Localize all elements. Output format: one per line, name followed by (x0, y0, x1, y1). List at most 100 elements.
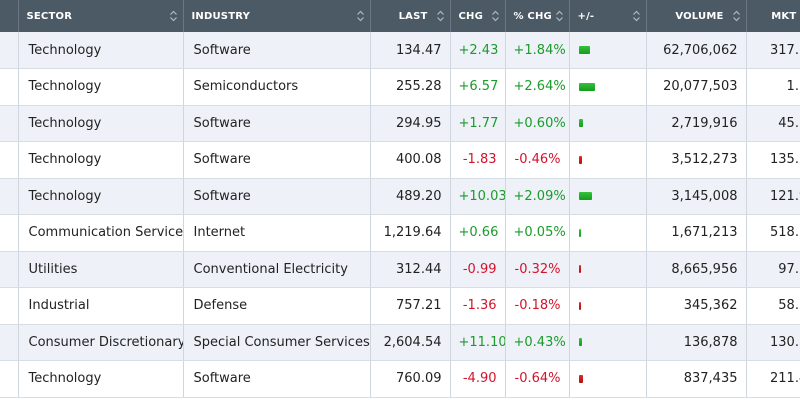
market-cap-cell: 1.19 (746, 68, 800, 106)
change-bar-cell (569, 360, 647, 398)
market-cap-cell: 317.30 (746, 32, 800, 69)
table-row[interactable]: Technology Software 294.95 +1.77 +0.60% 2,719… (0, 105, 800, 142)
last-price-cell: 489.20 (370, 178, 451, 215)
header-change-bar[interactable]: +/- (569, 0, 647, 32)
last-price-cell: 134.47 (370, 32, 451, 69)
change-bar (578, 155, 582, 164)
percent-change-cell: +0.43% (505, 324, 570, 361)
market-cap-cell: 135.28 (746, 141, 800, 179)
percent-change-cell: +2.09% (505, 178, 570, 215)
change-bar (578, 228, 581, 237)
table-row[interactable]: Technology Software 489.20 +10.03 +2.09% 3,14… (0, 178, 800, 215)
row-lead-cell (0, 360, 19, 398)
change-bar-cell (569, 32, 647, 69)
market-cap-cell: 45.70 (746, 105, 800, 142)
table-header-row: SECTOR INDUSTRY LAST CHG % CHG +/- (0, 0, 800, 32)
sort-icon[interactable] (436, 10, 444, 22)
sort-icon[interactable] (555, 10, 563, 22)
percent-change-cell: +0.05% (505, 214, 570, 252)
header-volume[interactable]: VOLUME (646, 0, 747, 32)
header-last[interactable]: LAST (370, 0, 451, 32)
row-lead-cell (0, 324, 19, 361)
change-bar-cell (569, 105, 647, 142)
last-price-cell: 294.95 (370, 105, 451, 142)
row-lead-cell (0, 32, 19, 69)
change-cell: +6.57 (450, 68, 506, 106)
change-cell: +1.77 (450, 105, 506, 142)
change-bar-cell (569, 214, 647, 252)
change-bar (578, 46, 590, 54)
change-bar (578, 192, 592, 201)
industry-cell: Software (183, 105, 371, 142)
header-mktcap[interactable]: MKT CA (746, 0, 800, 32)
change-bar (578, 338, 582, 347)
header-pchg[interactable]: % CHG (505, 0, 570, 32)
percent-change-cell: +2.64% (505, 68, 570, 106)
change-bar-cell (569, 68, 647, 106)
percent-change-cell: -0.46% (505, 141, 570, 179)
volume-cell: 2,719,916 (646, 105, 747, 142)
change-bar (578, 374, 583, 383)
volume-cell: 3,512,273 (646, 141, 747, 179)
change-cell: +11.10 (450, 324, 506, 361)
sector-cell: Communication Services (18, 214, 184, 252)
table-row[interactable]: Technology Software 134.47 +2.43 +1.84% 62,70… (0, 32, 800, 69)
sector-cell: Industrial (18, 287, 184, 325)
market-cap-cell: 121.92 (746, 178, 800, 215)
change-bar-cell (569, 178, 647, 215)
change-cell: +10.03 (450, 178, 506, 215)
change-bar (578, 82, 595, 91)
header-chg-label: CHG (458, 10, 484, 22)
last-price-cell: 757.21 (370, 287, 451, 325)
change-bar-cell (569, 141, 647, 179)
table-row[interactable]: Communication Services Internet 1,219.64 +0… (0, 214, 800, 252)
sector-cell: Technology (18, 178, 184, 215)
industry-cell: Software (183, 178, 371, 215)
change-bar (578, 301, 581, 310)
percent-change-cell: -0.32% (505, 251, 570, 288)
row-lead-cell (0, 214, 19, 252)
table-row[interactable]: Utilities Conventional Electricity 312.44-… (0, 251, 800, 288)
header-sector[interactable]: SECTOR (18, 0, 184, 32)
table-row[interactable]: Technology Software 760.09 -4.90 -0.64% 837,4… (0, 360, 800, 398)
volume-cell: 62,706,062 (646, 32, 747, 69)
volume-cell: 345,362 (646, 287, 747, 325)
sort-icon[interactable] (169, 10, 177, 22)
header-pchg-label: % CHG (513, 10, 552, 22)
last-price-cell: 400.08 (370, 141, 451, 179)
market-cap-cell: 58.28 (746, 287, 800, 325)
change-bar-cell (569, 287, 647, 325)
row-lead-cell (0, 68, 19, 106)
change-bar (578, 119, 583, 128)
sort-icon[interactable] (356, 10, 364, 22)
volume-cell: 136,878 (646, 324, 747, 361)
row-lead-cell (0, 141, 19, 179)
industry-cell: Semiconductors (183, 68, 371, 106)
last-price-cell: 312.44 (370, 251, 451, 288)
table-row[interactable]: Technology Software 400.08 -1.83 -0.46% 3,512… (0, 141, 800, 179)
change-cell: -4.90 (450, 360, 506, 398)
header-last-label: LAST (398, 10, 428, 22)
sort-icon[interactable] (491, 10, 499, 22)
header-industry[interactable]: INDUSTRY (183, 0, 371, 32)
table-row[interactable]: Consumer Discretionary Special Consumer S… (0, 324, 800, 361)
sort-icon[interactable] (732, 10, 740, 22)
table-row[interactable]: Technology Semiconductors 255.28 +6.57 +2.64… (0, 68, 800, 106)
market-cap-cell: 97.74 (746, 251, 800, 288)
percent-change-cell: -0.18% (505, 287, 570, 325)
row-lead-cell (0, 178, 19, 215)
header-industry-label: INDUSTRY (191, 10, 251, 22)
volume-cell: 20,077,503 (646, 68, 747, 106)
header-volume-label: VOLUME (675, 10, 724, 22)
header-chg[interactable]: CHG (450, 0, 506, 32)
change-bar (578, 265, 581, 274)
sector-cell: Consumer Discretionary (18, 324, 184, 361)
sector-cell: Technology (18, 68, 184, 106)
last-price-cell: 760.09 (370, 360, 451, 398)
change-bar-cell (569, 324, 647, 361)
row-lead-cell (0, 251, 19, 288)
sort-icon[interactable] (632, 10, 640, 22)
table-row[interactable]: Industrial Defense 757.21 -1.36 -0.18% 345,36… (0, 287, 800, 325)
industry-cell: Internet (183, 214, 371, 252)
